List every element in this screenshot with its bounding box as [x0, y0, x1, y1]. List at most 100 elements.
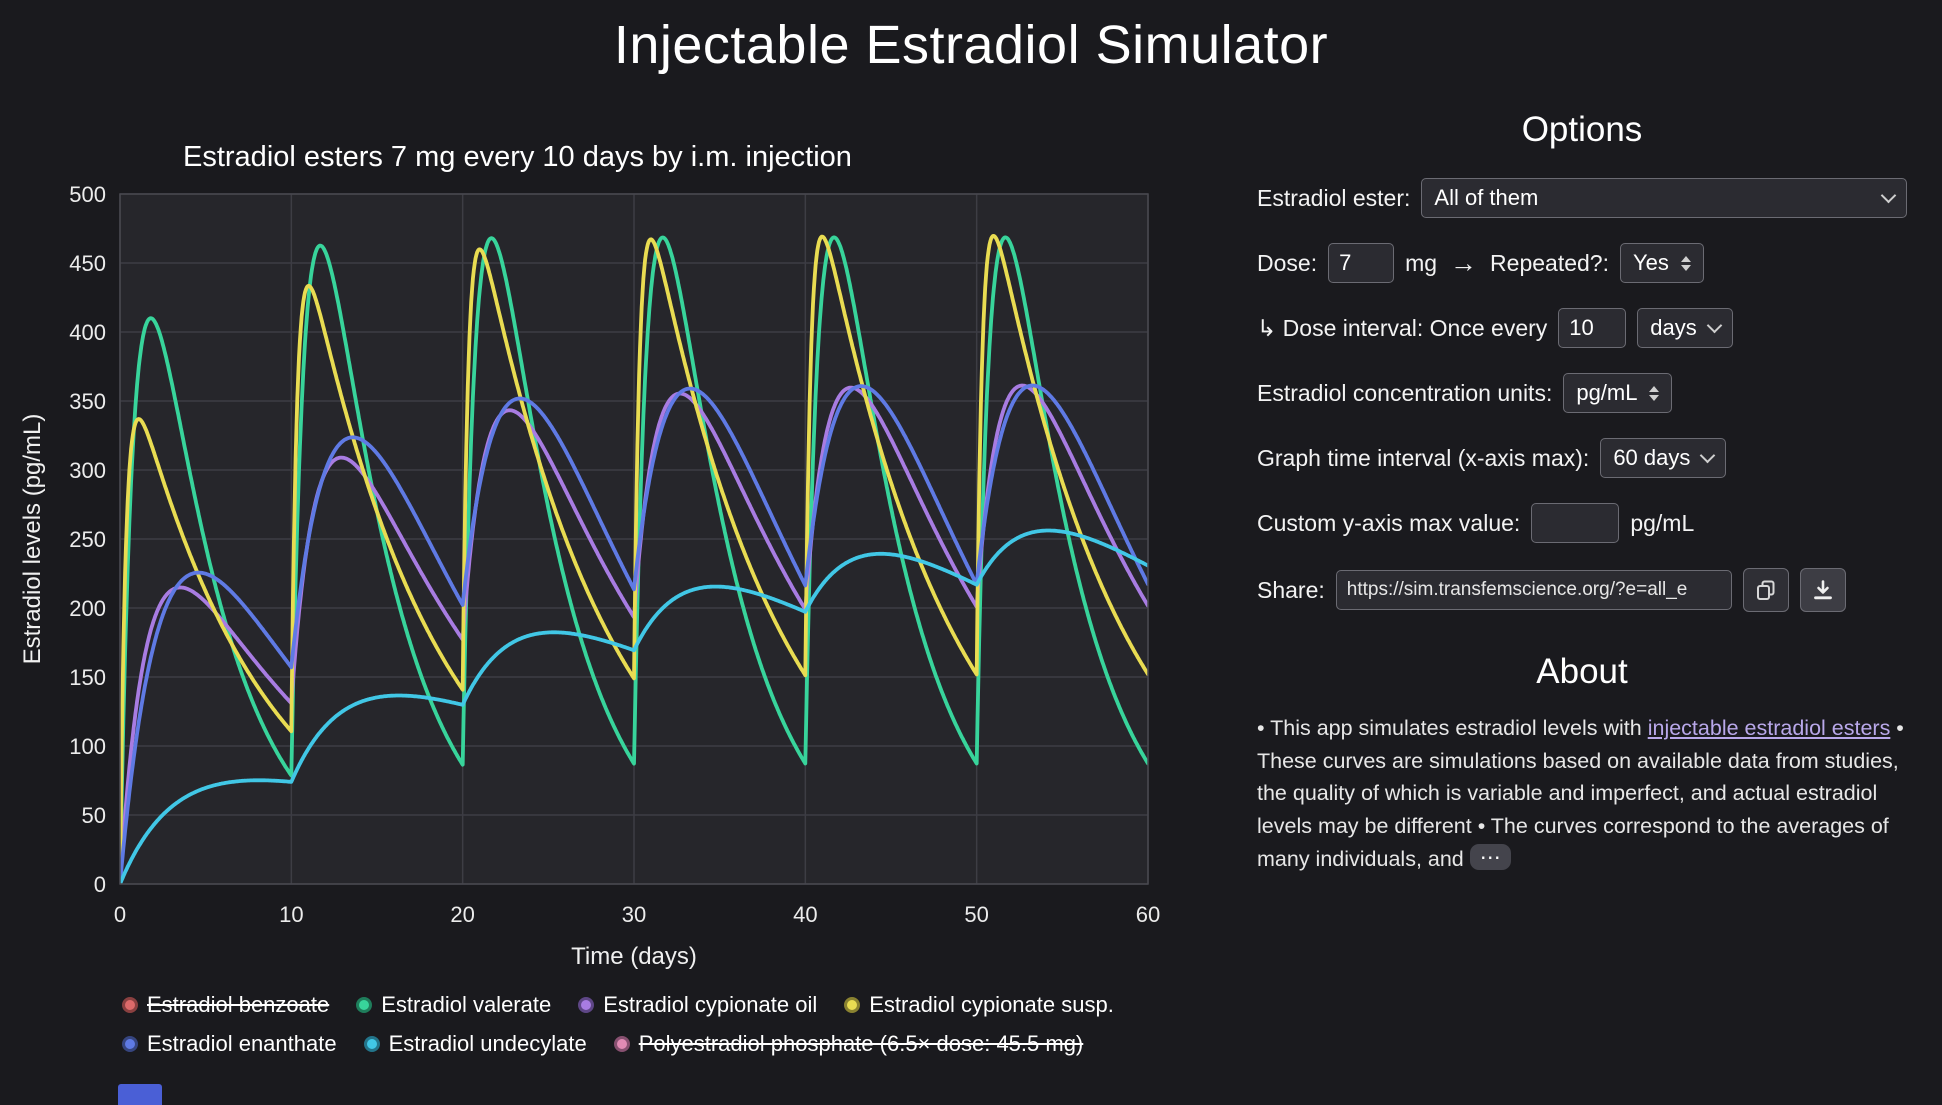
legend-label: Estradiol cypionate oil	[603, 992, 818, 1017]
chevron-down-icon	[1706, 317, 1723, 334]
plot-area: 0 50 100 150 200 250 300 350 400 450 500 0 10 20 30 40 5…	[69, 182, 1160, 927]
dose-interval-row: ↳ Dose interval: Once every days	[1257, 308, 1907, 348]
clipped-blue-badge	[118, 1084, 162, 1105]
dose-interval-input[interactable]	[1558, 308, 1627, 348]
legend-label: Polyestradiol phosphate (6.5× dose: 45.5…	[638, 1031, 1084, 1056]
dose-row: Dose: mg → Repeated?: Yes	[1257, 243, 1907, 283]
series-curves	[120, 234, 1148, 884]
graph-interval-row: Graph time interval (x-axis max): 60 day…	[1257, 438, 1907, 478]
ester-select-value: All of them	[1434, 185, 1539, 210]
legend-label: Estradiol enanthate	[147, 1031, 337, 1056]
units-select[interactable]: pg/mL	[1563, 373, 1673, 413]
y-tick-label: 400	[69, 320, 106, 345]
repeated-select-value: Yes	[1632, 250, 1669, 275]
legend-marker	[122, 997, 138, 1013]
dose-label: Dose:	[1257, 249, 1318, 276]
options-heading: Options	[1521, 110, 1643, 149]
legend-item-estradiol-cypionate-oil[interactable]: Estradiol cypionate oil	[578, 992, 817, 1018]
legend-marker	[122, 1036, 138, 1052]
legend-item-estradiol-cypionate-susp-[interactable]: Estradiol cypionate susp.	[844, 992, 1114, 1018]
repeated-select[interactable]: Yes	[1619, 243, 1704, 283]
repeated-label: Repeated?:	[1490, 249, 1609, 276]
x-tick-label: 10	[279, 902, 303, 927]
about-heading: About	[1536, 652, 1628, 691]
chart-section: Estradiol esters 7 mg every 10 days by i…	[10, 86, 1185, 1057]
dose-unit-label: mg	[1405, 249, 1438, 276]
legend-item-estradiol-undecylate[interactable]: Estradiol undecylate	[363, 1031, 587, 1057]
legend-label: Estradiol cypionate susp.	[869, 992, 1114, 1017]
x-tick-label: 30	[622, 902, 646, 927]
estradiol-levels-chart[interactable]: Estradiol esters 7 mg every 10 days by i…	[10, 86, 1185, 978]
legend-label: Estradiol valerate	[381, 992, 552, 1017]
expand-more-button[interactable]: ⋯	[1469, 844, 1511, 871]
y-tick-label: 500	[69, 182, 106, 207]
plot-border	[119, 193, 1149, 885]
curve-estradiol-cypionate-susp-	[120, 234, 1148, 884]
copy-icon	[1756, 580, 1775, 600]
x-tick-label: 50	[964, 902, 988, 927]
ester-select[interactable]: All of them	[1421, 178, 1907, 218]
legend-item-estradiol-valerate[interactable]: Estradiol valerate	[356, 992, 551, 1018]
right-arrow-icon: →	[1450, 247, 1478, 278]
graph-interval-select[interactable]: 60 days	[1600, 438, 1727, 478]
legend-marker	[356, 997, 373, 1013]
chevron-down-icon	[1880, 187, 1897, 204]
ymax-input[interactable]	[1531, 503, 1620, 543]
curve-estradiol-valerate	[120, 235, 1148, 884]
share-row: Share:	[1257, 568, 1907, 612]
y-tick-label: 450	[69, 251, 106, 276]
ester-label: Estradiol ester:	[1257, 184, 1411, 211]
interval-unit-value: days	[1650, 315, 1697, 340]
legend-row: Estradiol benzoate Estradiol valerate Estr…	[122, 992, 1185, 1018]
chevron-down-icon	[1700, 447, 1716, 464]
x-axis-label: Time (days)	[571, 943, 697, 970]
ester-row: Estradiol ester: All of them	[1257, 178, 1907, 218]
interval-unit-select[interactable]: days	[1637, 308, 1733, 348]
ymax-unit-label: pg/mL	[1630, 509, 1695, 536]
curve-estradiol-undecylate	[120, 528, 1148, 884]
options-panel: Options Estradiol ester: All of them Dos…	[1257, 86, 1907, 1057]
about-text: • This app simulates estradiol levels wi…	[1257, 712, 1907, 875]
y-tick-label: 150	[69, 665, 106, 690]
legend-marker	[844, 997, 861, 1013]
dose-input[interactable]	[1328, 243, 1395, 283]
y-tick-label: 0	[94, 872, 106, 897]
y-tick-label: 100	[69, 734, 106, 759]
copy-link-button[interactable]	[1742, 568, 1789, 612]
units-label: Estradiol concentration units:	[1257, 379, 1553, 406]
share-label: Share:	[1257, 576, 1325, 603]
x-tick-label: 0	[114, 902, 126, 927]
y-tick-label: 300	[69, 458, 106, 483]
y-tick-label: 250	[69, 527, 106, 552]
dose-interval-label: ↳ Dose interval: Once every	[1257, 314, 1548, 341]
download-icon	[1813, 580, 1832, 600]
ymax-row: Custom y-axis max value: pg/mL	[1257, 503, 1907, 543]
share-url-input[interactable]	[1335, 570, 1732, 610]
graph-interval-value: 60 days	[1613, 445, 1691, 470]
y-tick-label: 200	[69, 596, 106, 621]
x-tick-label: 40	[793, 902, 817, 927]
legend-item-polyestradiol-phosphate-6-5-dose-45-5-mg-[interactable]: Polyestradiol phosphate (6.5× dose: 45.5…	[613, 1031, 1084, 1057]
y-tick-label: 350	[69, 389, 106, 414]
legend-item-estradiol-benzoate[interactable]: Estradiol benzoate	[122, 992, 329, 1018]
legend-label: Estradiol benzoate	[147, 992, 330, 1017]
chart-legend: Estradiol benzoate Estradiol valerate Estr…	[122, 992, 1185, 1057]
injectable-esters-link[interactable]: injectable estradiol esters	[1647, 716, 1891, 740]
legend-row: Estradiol enanthate Estradiol undecylate P…	[122, 1031, 1185, 1057]
legend-marker	[578, 997, 595, 1013]
ymax-label: Custom y-axis max value:	[1257, 509, 1521, 536]
x-tick-label: 20	[450, 902, 474, 927]
units-select-value: pg/mL	[1576, 380, 1638, 405]
legend-marker	[363, 1036, 380, 1052]
chart-title: Estradiol esters 7 mg every 10 days by i…	[183, 141, 852, 173]
legend-marker	[613, 1036, 630, 1052]
graph-interval-label: Graph time interval (x-axis max):	[1257, 444, 1590, 471]
y-axis-label: Estradiol levels (pg/mL)	[19, 414, 46, 665]
up-down-arrows-icon	[1680, 255, 1691, 271]
about-seg2: • These curves are simulations based on …	[1257, 716, 1904, 871]
about-seg1: • This app simulates estradiol levels wi…	[1257, 716, 1648, 740]
units-row: Estradiol concentration units: pg/mL	[1257, 373, 1907, 413]
legend-item-estradiol-enanthate[interactable]: Estradiol enanthate	[122, 1031, 337, 1057]
download-image-button[interactable]	[1799, 568, 1846, 612]
main-layout: Estradiol esters 7 mg every 10 days by i…	[0, 86, 1942, 1057]
